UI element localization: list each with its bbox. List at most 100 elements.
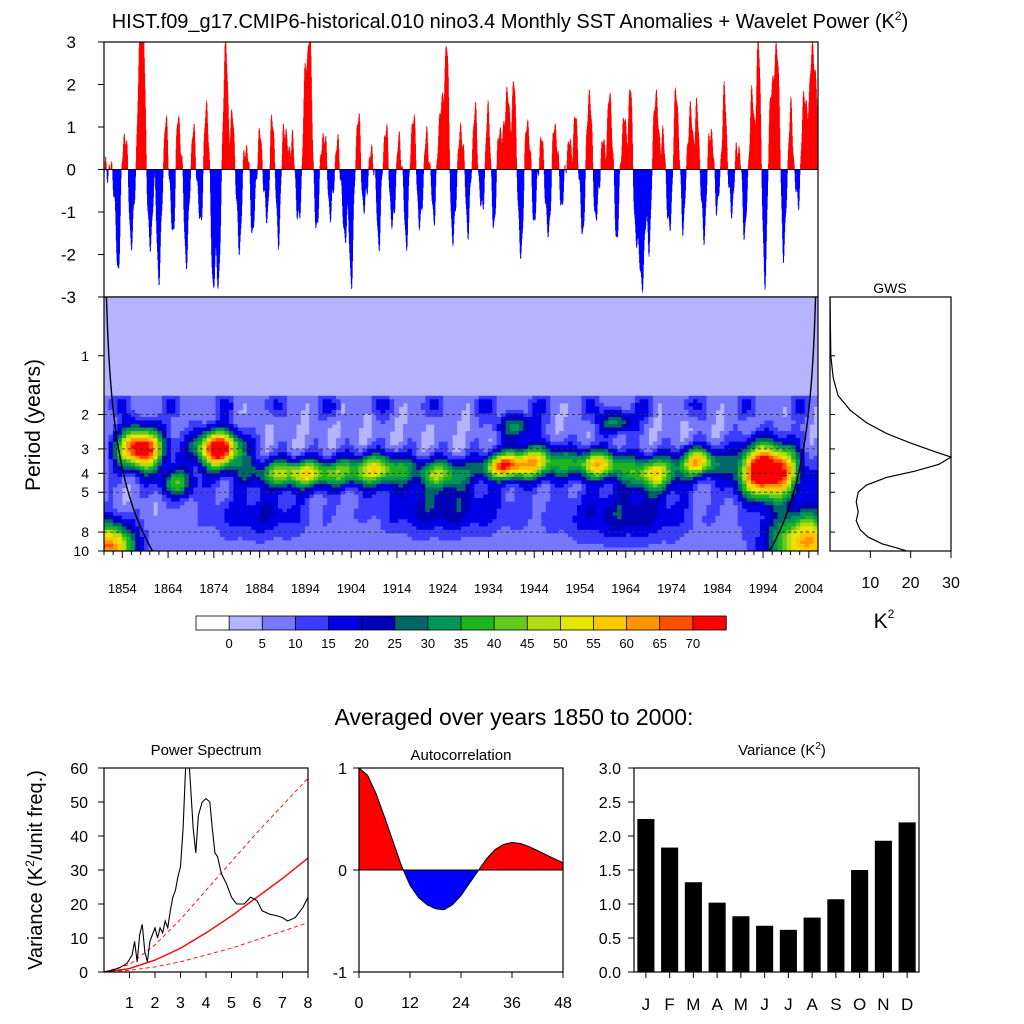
- wavelet-cell: [179, 522, 185, 527]
- wavelet-cell: [237, 480, 243, 485]
- wavelet-cell: [215, 480, 221, 485]
- wavelet-cell: [407, 445, 413, 450]
- wavelet-cell: [246, 459, 252, 464]
- wavelet-cell: [166, 480, 172, 485]
- wavelet-cell: [389, 420, 395, 425]
- wavelet-cell: [309, 402, 315, 407]
- anomaly-bar: [653, 111, 655, 170]
- anomaly-bar: [356, 128, 358, 170]
- anomaly-bar: [377, 169, 379, 237]
- wavelet-cell: [304, 476, 310, 482]
- anomaly-bar: [261, 143, 262, 170]
- wavelet-cell: [126, 508, 132, 513]
- wavelet-cell: [170, 455, 176, 460]
- anomaly-bar: [279, 169, 281, 205]
- anomaly-bar: [638, 169, 640, 255]
- wavelet-cell: [260, 494, 266, 499]
- wavelet-cell: [237, 505, 243, 510]
- anomaly-bar: [224, 61, 225, 170]
- anomaly-bar: [655, 89, 657, 170]
- wavelet-cell: [291, 526, 297, 531]
- anomaly-bar: [160, 169, 161, 247]
- wavelet-cell: [224, 424, 230, 429]
- anomaly-bar: [302, 146, 304, 170]
- wavelet-cell: [278, 424, 284, 429]
- anomaly-bar: [369, 157, 370, 170]
- anomaly-bar: [240, 169, 242, 229]
- anomaly-bar: [334, 161, 336, 170]
- wavelet-cell: [407, 487, 413, 492]
- wavelet-cell: [402, 540, 409, 545]
- wavelet-cell: [322, 501, 328, 506]
- wavelet-cell: [398, 519, 404, 524]
- y-tick-label: 1: [67, 118, 76, 137]
- wavelet-cell: [246, 536, 252, 542]
- anomaly-bar: [727, 169, 729, 185]
- wavelet-cell: [349, 438, 355, 443]
- wavelet-cell: [215, 469, 221, 474]
- wavelet-cell: [139, 413, 145, 418]
- wavelet-cell: [112, 480, 118, 485]
- wavelet-cell: [260, 533, 266, 538]
- wavelet-cell: [188, 522, 194, 527]
- wavelet-cell: [179, 505, 185, 510]
- wavelet-cell: [255, 483, 261, 489]
- anomaly-bar: [225, 43, 227, 170]
- wavelet-cell: [104, 487, 110, 492]
- wavelet-cell: [385, 402, 391, 407]
- wavelet-cell: [398, 466, 404, 471]
- anomaly-bar: [754, 123, 756, 170]
- anomaly-bar: [699, 169, 701, 174]
- wavelet-cell: [358, 543, 364, 549]
- anomaly-bar: [124, 134, 125, 170]
- wavelet-cell: [309, 508, 315, 513]
- wavelet-cell: [269, 416, 275, 422]
- wavelet-cell: [108, 395, 114, 400]
- wavelet-cell: [322, 515, 328, 520]
- anomaly-bar: [242, 169, 244, 174]
- anomaly-bar: [617, 169, 618, 238]
- anomaly-bar: [237, 169, 239, 236]
- wavelet-cell: [170, 480, 176, 485]
- wavelet-cell: [157, 406, 163, 411]
- wavelet-cell: [260, 480, 266, 485]
- wavelet-cell: [188, 448, 194, 453]
- anomaly-bar: [777, 59, 778, 170]
- wavelet-cell: [112, 543, 118, 549]
- anomaly-bar: [498, 139, 500, 170]
- anomaly-bar: [170, 169, 172, 213]
- wavelet-cell: [371, 498, 377, 503]
- anomaly-bar: [205, 117, 206, 170]
- anomaly-bar: [787, 160, 789, 170]
- anomaly-bar: [272, 128, 274, 170]
- wavelet-cell: [353, 452, 359, 457]
- wavelet-cell: [344, 476, 351, 482]
- wavelet-cell: [175, 424, 181, 429]
- wavelet-cell: [264, 522, 270, 527]
- wavelet-cell: [175, 512, 181, 517]
- anomaly-bar: [441, 95, 443, 170]
- anomaly-bar: [222, 131, 223, 170]
- wavelet-cell: [211, 512, 217, 517]
- wavelet-cell: [130, 420, 136, 425]
- anomaly-bar: [306, 58, 308, 170]
- wavelet-cell: [273, 409, 279, 415]
- wavelet-cell: [246, 519, 252, 524]
- wavelet-cell: [153, 413, 159, 418]
- wavelet-cell: [148, 483, 154, 489]
- wavelet-cell: [104, 547, 110, 551]
- wavelet-cell: [420, 427, 426, 432]
- wavelet-cell: [353, 494, 359, 499]
- wavelet-cell: [358, 409, 364, 415]
- wavelet-cell: [322, 448, 328, 453]
- wavelet-cell: [269, 476, 275, 482]
- anomaly-bar: [135, 161, 137, 170]
- wavelet-cell: [411, 529, 417, 534]
- anomaly-bar: [520, 169, 522, 253]
- wavelet-cell: [429, 515, 435, 520]
- wavelet-cell: [331, 416, 337, 422]
- wavelet-cell: [380, 416, 386, 422]
- anomaly-bar: [395, 169, 396, 201]
- wavelet-cell: [291, 416, 297, 422]
- wavelet-cell: [166, 441, 172, 446]
